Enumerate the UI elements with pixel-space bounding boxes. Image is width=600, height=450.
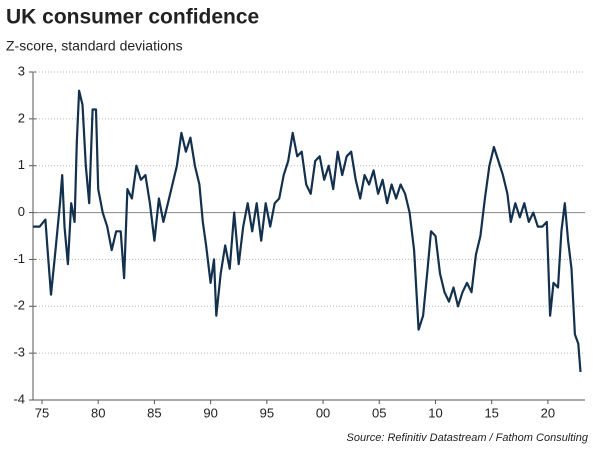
y-tick-label: 2 <box>18 110 25 125</box>
line-series <box>33 89 582 372</box>
x-tick-label: 20 <box>541 405 555 420</box>
x-tick-label: 05 <box>372 405 386 420</box>
x-tick-label: 80 <box>91 405 105 420</box>
source-note: Source: Refinitiv Datastream / Fathom Co… <box>347 432 589 444</box>
x-tick-label: 85 <box>147 405 161 420</box>
y-tick-label: -1 <box>13 251 25 266</box>
x-tick-label: 00 <box>316 405 330 420</box>
y-tick-label: 1 <box>18 157 25 172</box>
x-tick-label: 15 <box>484 405 498 420</box>
chart-title: UK consumer confidence <box>6 6 259 29</box>
y-tick-label: 0 <box>18 204 25 219</box>
y-tick-label: -3 <box>13 345 25 360</box>
x-tick-label: 75 <box>35 405 49 420</box>
x-tick-label: 10 <box>428 405 442 420</box>
y-tick-label: 3 <box>18 63 25 78</box>
y-tick-label: -4 <box>13 391 25 406</box>
chart-subtitle: Z-score, standard deviations <box>6 38 183 54</box>
x-tick-label: 90 <box>203 405 217 420</box>
x-tick-label: 95 <box>260 405 274 420</box>
y-tick-label: -2 <box>13 298 25 313</box>
